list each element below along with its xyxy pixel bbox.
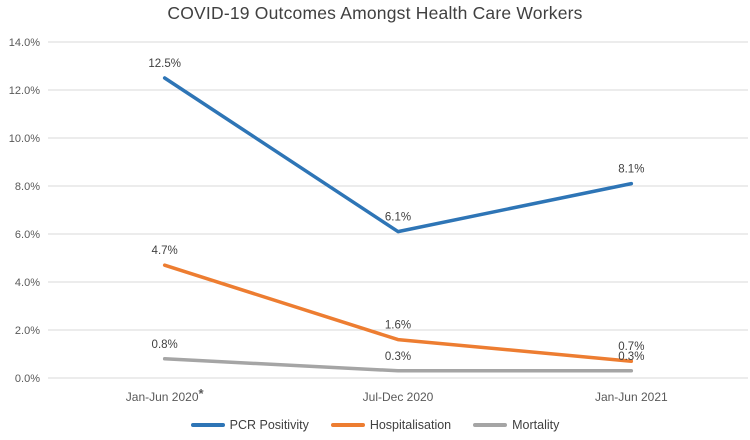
y-axis-tick-label: 0.0% (15, 373, 40, 385)
legend-item-hospitalisation: Hospitalisation (330, 418, 452, 432)
y-axis-tick-label: 10.0% (9, 133, 40, 145)
y-axis-tick-label: 14.0% (9, 37, 40, 49)
data-label: 8.1% (618, 164, 644, 176)
legend-line-swatch-mortality (473, 423, 508, 427)
legend-line-swatch-hospitalisation (330, 423, 365, 427)
data-label: 0.8% (152, 339, 178, 351)
y-axis-tick-label: 12.0% (9, 85, 40, 97)
series-line-pcr-positivity (162, 76, 634, 234)
data-label: 0.3% (618, 351, 644, 363)
legend-label: Mortality (512, 418, 560, 432)
series-line-hospitalisation (162, 263, 634, 363)
y-axis-tick-label: 8.0% (15, 181, 40, 193)
y-axis-tick-label: 2.0% (15, 325, 40, 337)
legend-item-mortality: Mortality (473, 418, 559, 432)
legend-item-pcr-positivity: PCR Positivity (190, 418, 309, 432)
data-label: 0.3% (385, 351, 411, 363)
data-label: 6.1% (385, 212, 411, 224)
data-label: 1.6% (385, 320, 411, 332)
x-axis-tick-label: Jan-Jun 2020* (126, 386, 205, 404)
series-line-mortality (162, 357, 634, 373)
legend-label: Hospitalisation (369, 418, 452, 432)
legend-label: PCR Positivity (229, 418, 309, 432)
data-label: 12.5% (148, 58, 181, 70)
x-axis-tick-label: Jan-Jun 2021 (595, 390, 668, 404)
y-axis-tick-label: 6.0% (15, 229, 40, 241)
data-label: 0.7% (618, 341, 644, 353)
line-chart: 0.0% 2.0% 4.0% 6.0% 8.0% 10.0% 12.0% 14.0% Jan-J… (9, 37, 748, 404)
y-axis-tick-label: 4.0% (15, 277, 40, 289)
data-label: 4.7% (152, 245, 178, 257)
chart-title: COVID-19 Outcomes Amongst Health Care Wo… (167, 3, 583, 23)
chart-legend: PCR Positivity Hospitalisation Mortality (0, 413, 750, 437)
legend-line-swatch-pcr-positivity (190, 423, 225, 427)
x-axis-tick-label: Jul-Dec 2020 (363, 390, 434, 404)
